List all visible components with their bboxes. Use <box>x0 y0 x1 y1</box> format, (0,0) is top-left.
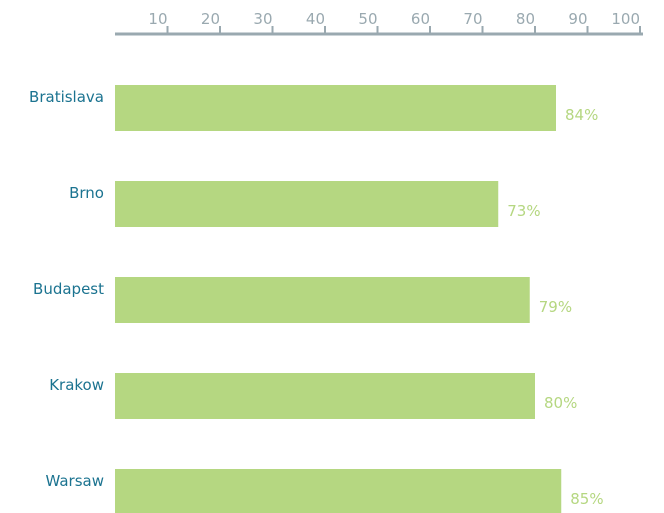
value-label: 79% <box>539 298 572 316</box>
x-tick-label: 80 <box>516 10 535 28</box>
x-tick-label: 60 <box>411 10 430 28</box>
category-label: Brno <box>69 184 104 202</box>
x-tick-label: 30 <box>253 10 272 28</box>
x-tick-label: 20 <box>201 10 220 28</box>
x-tick-label: 10 <box>148 10 167 28</box>
x-tick-label: 70 <box>463 10 482 28</box>
category-label: Warsaw <box>45 472 104 490</box>
bar <box>115 181 499 227</box>
bar <box>115 85 556 131</box>
value-label: 80% <box>544 394 577 412</box>
x-tick-label: 100 <box>611 10 640 28</box>
bar <box>115 277 530 323</box>
value-label: 84% <box>565 106 598 124</box>
x-axis: 10 20 30 40 50 60 70 80 90 100 <box>115 10 643 36</box>
category-label: Budapest <box>33 280 104 298</box>
value-label: 73% <box>507 202 540 220</box>
bars: Bratislava 84% Brno 73% Budapest 79% Krakow 80%… <box>29 85 604 513</box>
x-tick-label: 40 <box>306 10 325 28</box>
bar <box>115 373 535 419</box>
category-label: Krakow <box>49 376 104 394</box>
x-tick-label: 90 <box>568 10 587 28</box>
value-label: 85% <box>570 490 603 508</box>
category-label: Bratislava <box>29 88 104 106</box>
bar <box>115 469 562 513</box>
x-tick-label: 50 <box>358 10 377 28</box>
